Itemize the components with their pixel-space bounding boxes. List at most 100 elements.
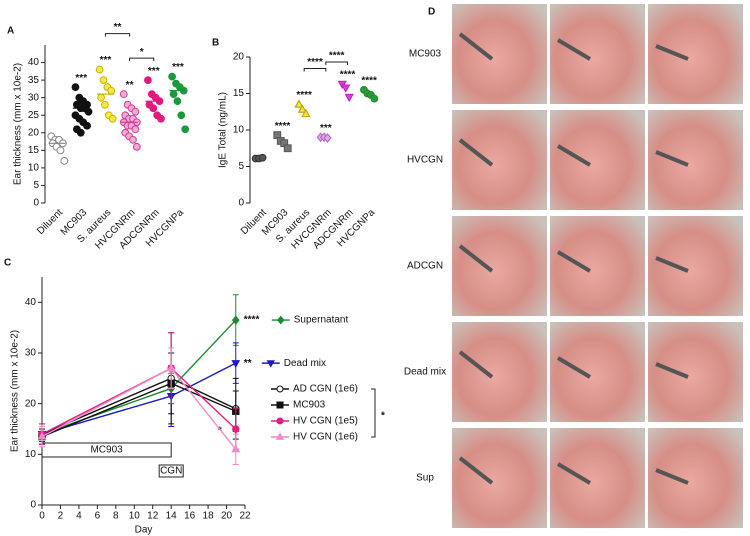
data-point (129, 135, 137, 144)
data-point (181, 125, 190, 134)
x-tick-label: 0 (39, 511, 45, 522)
forceps (655, 256, 689, 273)
photo (648, 322, 743, 422)
y-tick-label: 0 (238, 198, 244, 209)
data-point (84, 107, 93, 116)
significance-label: * (381, 411, 385, 422)
significance-bracket (129, 57, 155, 62)
data-point (231, 360, 241, 369)
y-tick-label: 0 (33, 198, 39, 209)
forceps (556, 356, 592, 379)
significance-label: **** (307, 57, 323, 68)
data-point (149, 104, 158, 113)
forceps (655, 362, 689, 379)
y-tick-label: 0 (30, 500, 36, 511)
x-tick-label: 22 (239, 511, 251, 522)
significance-label: *** (148, 66, 160, 77)
legend-label: HV CGN (1e6) (293, 432, 358, 443)
data-point (275, 432, 285, 440)
photo (648, 4, 743, 104)
data-point (341, 84, 351, 93)
panel-letter: A (7, 26, 14, 37)
significance-bracket (104, 33, 131, 37)
panel-letter: D (428, 7, 435, 18)
y-tick-label: 20 (28, 127, 40, 138)
forceps (556, 250, 592, 273)
y-tick-label: 20 (233, 52, 245, 63)
treatment-label: CGN (160, 466, 182, 477)
data-point (132, 142, 141, 151)
treatment-box (158, 464, 184, 478)
legend-label: MC903 (293, 400, 326, 411)
y-tick-label: 40 (28, 57, 40, 68)
row-label: MC903 (409, 49, 442, 60)
significance-label: * (140, 47, 144, 58)
row-label: Sup (416, 473, 434, 484)
data-point (83, 121, 91, 130)
significance-label: ** (114, 22, 122, 33)
data-point (169, 90, 178, 99)
forceps (458, 456, 494, 485)
row-label: Dead mix (404, 367, 446, 378)
y-tick-label: 15 (28, 145, 40, 156)
significance-label: **** (296, 90, 312, 101)
photo (550, 4, 645, 104)
data-point (71, 83, 80, 92)
significance-label: **** (361, 75, 377, 86)
data-point (131, 125, 140, 134)
data-point (276, 385, 284, 393)
data-point (276, 417, 284, 425)
forceps (458, 244, 494, 273)
legend-bracket (371, 388, 376, 438)
data-point (119, 90, 128, 99)
data-point (266, 360, 275, 368)
x-tick-label: 6 (95, 511, 101, 522)
significance-bracket (303, 67, 327, 72)
data-point (276, 401, 284, 409)
photo (550, 216, 645, 316)
data-point (99, 76, 108, 85)
x-axis-label: Day (135, 525, 153, 536)
y-tick-label: 10 (28, 163, 40, 174)
data-point (144, 76, 152, 85)
data-point (166, 363, 176, 372)
y-tick-label: 15 (233, 88, 245, 99)
x-tick-label: 4 (76, 511, 82, 522)
data-point (60, 156, 69, 165)
legend-label: Dead mix (284, 358, 326, 369)
y-axis-label: Ear thickness (mm x 10e-2) (13, 63, 24, 185)
data-point (297, 104, 308, 113)
significance-label: ** (126, 80, 134, 91)
photo (550, 322, 645, 422)
data-point (344, 93, 354, 103)
panel-letter: B (212, 38, 219, 49)
data-point (258, 153, 267, 162)
forceps (458, 350, 494, 379)
forceps (556, 462, 592, 485)
significance-bracket (325, 61, 348, 66)
x-tick-label: 16 (184, 511, 196, 522)
significance-label: ** (244, 358, 252, 369)
y-tick-label: 20 (25, 398, 37, 409)
x-tick-label: 20 (221, 511, 233, 522)
significance-label: * (218, 426, 222, 437)
forceps (655, 44, 689, 61)
data-point (232, 425, 240, 433)
photo (452, 216, 547, 316)
forceps (458, 32, 494, 61)
treatment-bar (41, 442, 172, 458)
data-point (231, 444, 241, 453)
photo (648, 110, 743, 210)
row-label: HVCGN (407, 155, 443, 166)
x-tick-label: 2 (58, 511, 64, 522)
data-point (323, 133, 332, 143)
y-tick-label: 10 (25, 449, 37, 460)
photo (648, 216, 743, 316)
data-point (370, 94, 379, 103)
data-point (301, 108, 311, 118)
data-point (173, 97, 182, 106)
data-point (56, 146, 65, 155)
data-point (294, 99, 304, 108)
data-point (107, 86, 116, 95)
